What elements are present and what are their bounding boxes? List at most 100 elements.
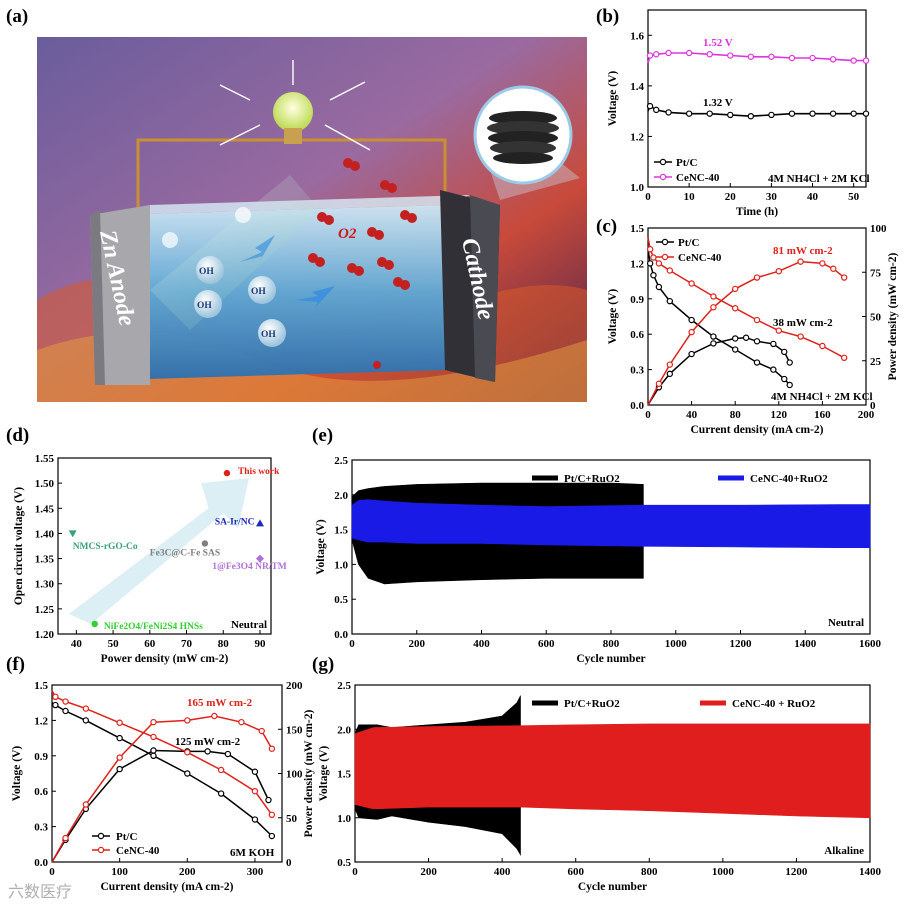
electrolyte-note: Alkaline bbox=[824, 845, 864, 857]
series-marker bbox=[184, 717, 191, 724]
series-marker bbox=[646, 102, 654, 110]
cycling-band-cenc-40-ruo2 bbox=[354, 723, 871, 819]
y-tick-label: 1.5 bbox=[34, 680, 48, 692]
y-tick-label: 2.5 bbox=[337, 680, 351, 692]
y2-tick-label: 200 bbox=[286, 680, 303, 692]
x-tick-label: 100 bbox=[111, 866, 128, 878]
series-marker bbox=[116, 765, 123, 773]
legend-label: Pt/C bbox=[678, 237, 699, 249]
series-marker bbox=[116, 734, 123, 742]
y-tick-label: 0.0 bbox=[34, 857, 48, 869]
series-marker bbox=[706, 51, 713, 58]
series-marker bbox=[819, 260, 826, 267]
series-marker bbox=[655, 283, 663, 291]
series-marker bbox=[688, 280, 695, 287]
y-tick-label: 1.2 bbox=[630, 258, 644, 270]
series-marker bbox=[116, 754, 123, 761]
y2-tick-label: 50 bbox=[870, 312, 882, 324]
y-tick-label: 0.0 bbox=[334, 629, 348, 641]
scatter-label: This work bbox=[238, 467, 280, 477]
legend-label: Pt/C+RuO2 bbox=[564, 698, 620, 710]
series-marker bbox=[52, 693, 59, 701]
scatter-point bbox=[201, 540, 209, 547]
x-tick-label: 0 bbox=[349, 638, 355, 650]
series-marker bbox=[688, 328, 695, 336]
series-marker bbox=[727, 52, 734, 59]
y-tick-label: 0.6 bbox=[34, 786, 48, 798]
x-tick-label: 10 bbox=[684, 191, 696, 203]
x-tick-label: 600 bbox=[567, 866, 584, 878]
series-marker bbox=[650, 272, 657, 279]
x-tick-label: 200 bbox=[858, 409, 875, 421]
series-marker bbox=[775, 327, 783, 334]
electrolyte-note: 6M KOH bbox=[230, 847, 275, 859]
series-marker bbox=[862, 110, 870, 117]
scatter-point bbox=[255, 554, 264, 563]
chart-b: 0 10 20 30 40 50 1.0 1.2 1.4 1.6 Time (h) Voltage (… bbox=[607, 9, 870, 218]
x-tick-label: 200 bbox=[420, 866, 437, 878]
series-marker bbox=[797, 258, 804, 265]
series-marker bbox=[732, 335, 739, 342]
y-tick-label: 1.6 bbox=[630, 30, 644, 42]
legend-label: Pt/C bbox=[676, 157, 697, 169]
series-marker bbox=[768, 111, 775, 119]
series-marker bbox=[829, 56, 837, 63]
x-tick-label: 90 bbox=[254, 638, 266, 650]
series-line-cenc-40 bbox=[51, 690, 273, 816]
legend-marker bbox=[659, 158, 667, 166]
layered-catalyst-icon bbox=[487, 111, 559, 164]
y2-tick-label: 0 bbox=[286, 857, 292, 869]
chart-g: 0 200 400 600 800 1000 1200 1400 0.5 1.0 1.5 2.0 2.5… bbox=[318, 680, 882, 893]
x-tick-label: 600 bbox=[538, 638, 555, 650]
y-tick-label: 1.0 bbox=[337, 813, 351, 825]
series-marker bbox=[646, 52, 654, 59]
series-marker bbox=[850, 57, 857, 64]
series-marker bbox=[665, 109, 672, 116]
oh-label: OH bbox=[261, 330, 276, 340]
electrolyte-note: 4M NH4Cl + 2M KCl bbox=[771, 391, 873, 403]
series-marker bbox=[666, 361, 674, 368]
y2-tick-label: 25 bbox=[870, 356, 882, 368]
legend-label: CeNC-40 bbox=[678, 252, 722, 264]
chart-e: 0 200 400 600 800 1000 1200 1400 1600 0.0 0.5 1.0 1.… bbox=[315, 455, 882, 665]
series-marker bbox=[150, 718, 157, 726]
x-tick-label: 160 bbox=[814, 409, 831, 421]
x-tick-label: 800 bbox=[603, 638, 620, 650]
y2-tick-label: 100 bbox=[870, 223, 887, 235]
series-marker bbox=[841, 274, 848, 281]
plot-frame bbox=[647, 9, 867, 188]
scatter-label: 1@Fe3O4 NR/TM bbox=[212, 562, 287, 572]
y-tick-label: 1.25 bbox=[35, 604, 55, 616]
electrolyte-note: 4M NH4Cl + 2M KCl bbox=[768, 173, 870, 185]
panel-label-e: (e) bbox=[312, 425, 333, 446]
series-marker bbox=[747, 112, 755, 120]
y-tick-label: 1.0 bbox=[630, 182, 644, 194]
x-tick-label: 200 bbox=[409, 638, 426, 650]
series-marker bbox=[710, 333, 717, 340]
annotation-ptc-peak: 38 mW cm-2 bbox=[773, 317, 833, 329]
x-tick-label: 200 bbox=[179, 866, 196, 878]
legend-label: CeNC-40+RuO2 bbox=[750, 473, 828, 485]
x-tick-label: 1400 bbox=[794, 638, 817, 650]
panel-label-b: (b) bbox=[596, 6, 619, 27]
y-tick-label: 0.3 bbox=[630, 365, 644, 377]
y-tick-label: 0.5 bbox=[337, 857, 351, 869]
series-marker bbox=[258, 727, 265, 735]
plot-frame bbox=[57, 457, 272, 635]
x-tick-label: 40 bbox=[686, 409, 698, 421]
x-tick-label: 1000 bbox=[712, 866, 735, 878]
y2-tick-label: 75 bbox=[870, 267, 882, 279]
legend-marker bbox=[661, 238, 669, 246]
series-marker bbox=[52, 701, 59, 709]
y-tick-label: 0.5 bbox=[334, 594, 348, 606]
x-tick-label: 40 bbox=[71, 638, 83, 650]
legend-label: Pt/C+RuO2 bbox=[564, 473, 620, 485]
y-tick-label: 1.30 bbox=[35, 579, 55, 591]
x-axis-label: Current density (mA cm-2) bbox=[101, 881, 234, 893]
series-line-cenc-40-power bbox=[51, 715, 273, 863]
oh-label: OH bbox=[197, 301, 212, 311]
y-axis-label: Voltage (V) bbox=[11, 746, 23, 802]
series-marker bbox=[268, 832, 276, 840]
x-tick-label: 0 bbox=[645, 191, 651, 203]
x-tick-label: 120 bbox=[771, 409, 788, 421]
